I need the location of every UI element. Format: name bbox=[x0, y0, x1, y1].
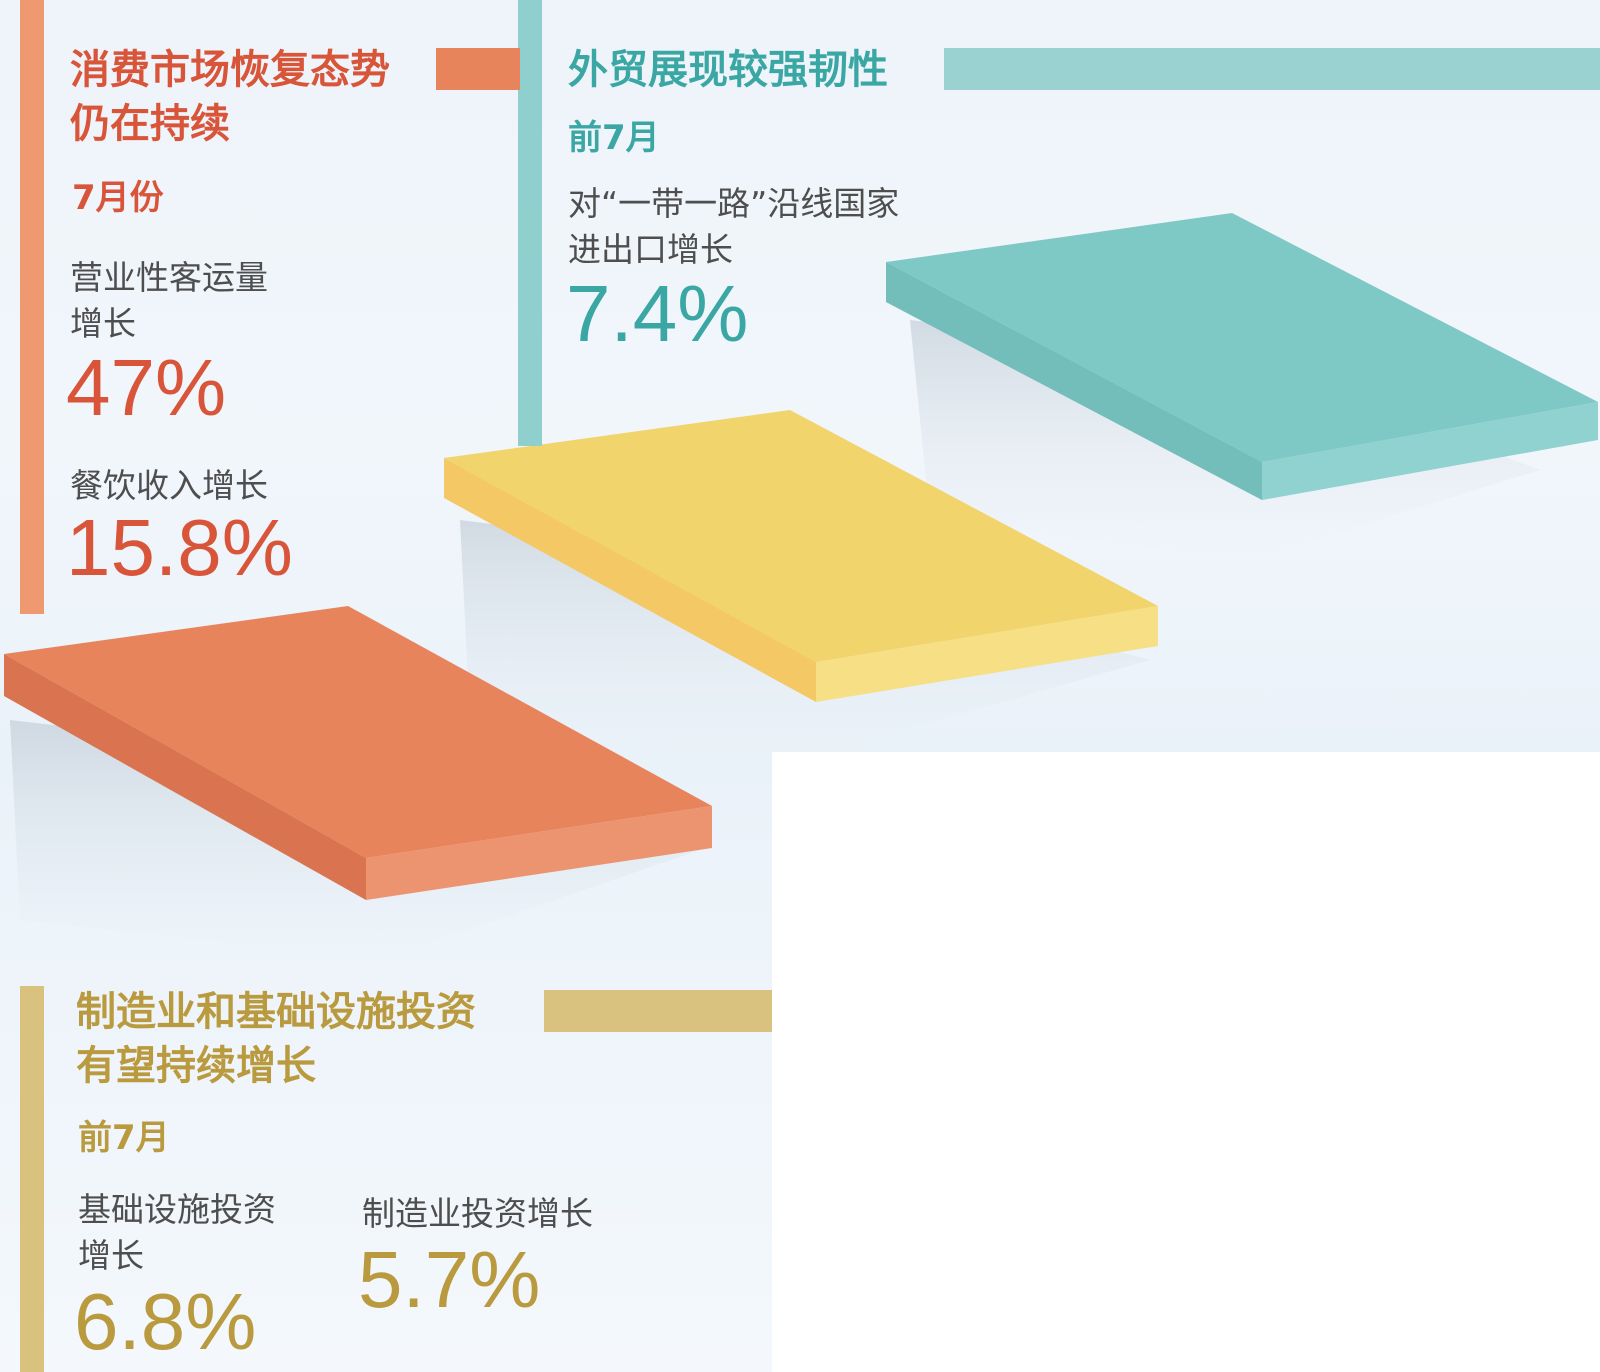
consumption-title-line2: 仍在持续 bbox=[70, 100, 230, 147]
trade-label-line1: 对“一带一路”沿线国家 bbox=[568, 184, 900, 223]
trade-title: 外贸展现较强韧性 bbox=[568, 46, 888, 93]
gold-title-bar bbox=[544, 990, 772, 1032]
investment-title-line1: 制造业和基础设施投资 bbox=[76, 988, 476, 1035]
teal-accent-bar bbox=[518, 0, 542, 446]
passenger-label-line1: 营业性客运量 bbox=[70, 258, 268, 297]
investment-title-line2: 有望持续增长 bbox=[76, 1042, 316, 1089]
manufacturing-label: 制造业投资增长 bbox=[362, 1194, 593, 1233]
trade-period: 前7月 bbox=[568, 118, 660, 158]
gold-accent-bar bbox=[20, 986, 44, 1372]
trade-value: 7.4% bbox=[566, 269, 749, 358]
infra-label-line2: 增长 bbox=[78, 1236, 144, 1275]
orange-accent-bar bbox=[20, 0, 44, 614]
catering-value: 15.8% bbox=[66, 503, 293, 592]
consumption-title-line1: 消费市场恢复态势 bbox=[70, 46, 390, 93]
consumption-period: 7月份 bbox=[72, 178, 164, 218]
teal-title-bar bbox=[944, 48, 1600, 90]
investment-period: 前7月 bbox=[78, 1118, 170, 1158]
yellow-slab bbox=[444, 410, 1158, 702]
passenger-label-line2: 增长 bbox=[70, 304, 136, 343]
orange-slab bbox=[4, 606, 712, 900]
teal-slab bbox=[886, 213, 1598, 500]
infra-value: 6.8% bbox=[74, 1277, 257, 1366]
passenger-value: 47% bbox=[66, 343, 227, 432]
orange-title-bar bbox=[436, 48, 520, 90]
trade-label-line2: 进出口增长 bbox=[568, 230, 733, 269]
manufacturing-value: 5.7% bbox=[358, 1235, 541, 1324]
infra-label-line1: 基础设施投资 bbox=[78, 1190, 276, 1229]
catering-label: 餐饮收入增长 bbox=[70, 466, 268, 505]
